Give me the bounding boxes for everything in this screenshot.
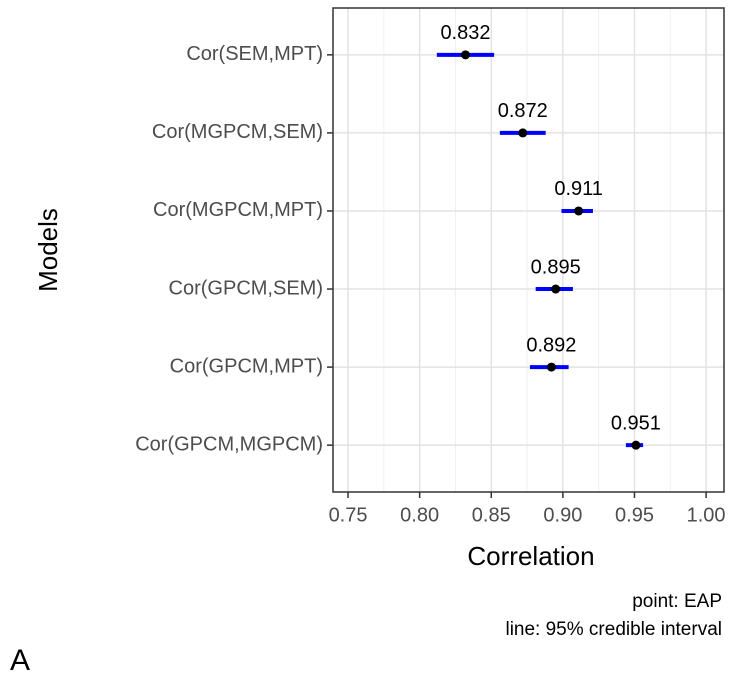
annotation: line: 95% credible interval (505, 619, 722, 640)
point (631, 440, 641, 450)
value-label: 0.872 (498, 100, 548, 122)
point (518, 128, 528, 138)
y-tick-label: Cor(MGPCM,SEM) (152, 121, 323, 143)
x-tick-label: 0.95 (615, 504, 654, 526)
value-label: 0.895 (531, 256, 581, 278)
point (546, 362, 556, 372)
y-tick-label: Cor(MGPCM,MPT) (153, 199, 323, 221)
value-label: 0.911 (554, 178, 603, 200)
x-axis-title: Correlation (467, 541, 594, 571)
plot-border (332, 7, 725, 493)
point (551, 284, 561, 294)
point (574, 206, 584, 216)
y-tick-label: Cor(GPCM,MPT) (170, 355, 323, 377)
annotation: point: EAP (632, 591, 722, 612)
value-label: 0.832 (440, 22, 490, 44)
point (460, 50, 470, 60)
y-tick-label: Cor(GPCM,MGPCM) (135, 433, 323, 455)
y-tick-label: Cor(GPCM,SEM) (169, 277, 323, 299)
value-label: 0.892 (526, 334, 576, 356)
x-tick-label: 0.90 (543, 504, 582, 526)
x-tick-label: 0.85 (472, 504, 511, 526)
y-tick-label: Cor(SEM,MPT) (186, 43, 323, 65)
x-tick-label: 1.00 (687, 504, 726, 526)
value-label: 0.951 (611, 412, 661, 434)
x-tick-label: 0.75 (329, 504, 368, 526)
x-tick-label: 0.80 (400, 504, 439, 526)
panel-label: A (10, 644, 30, 677)
y-axis-title: Models (33, 208, 63, 292)
